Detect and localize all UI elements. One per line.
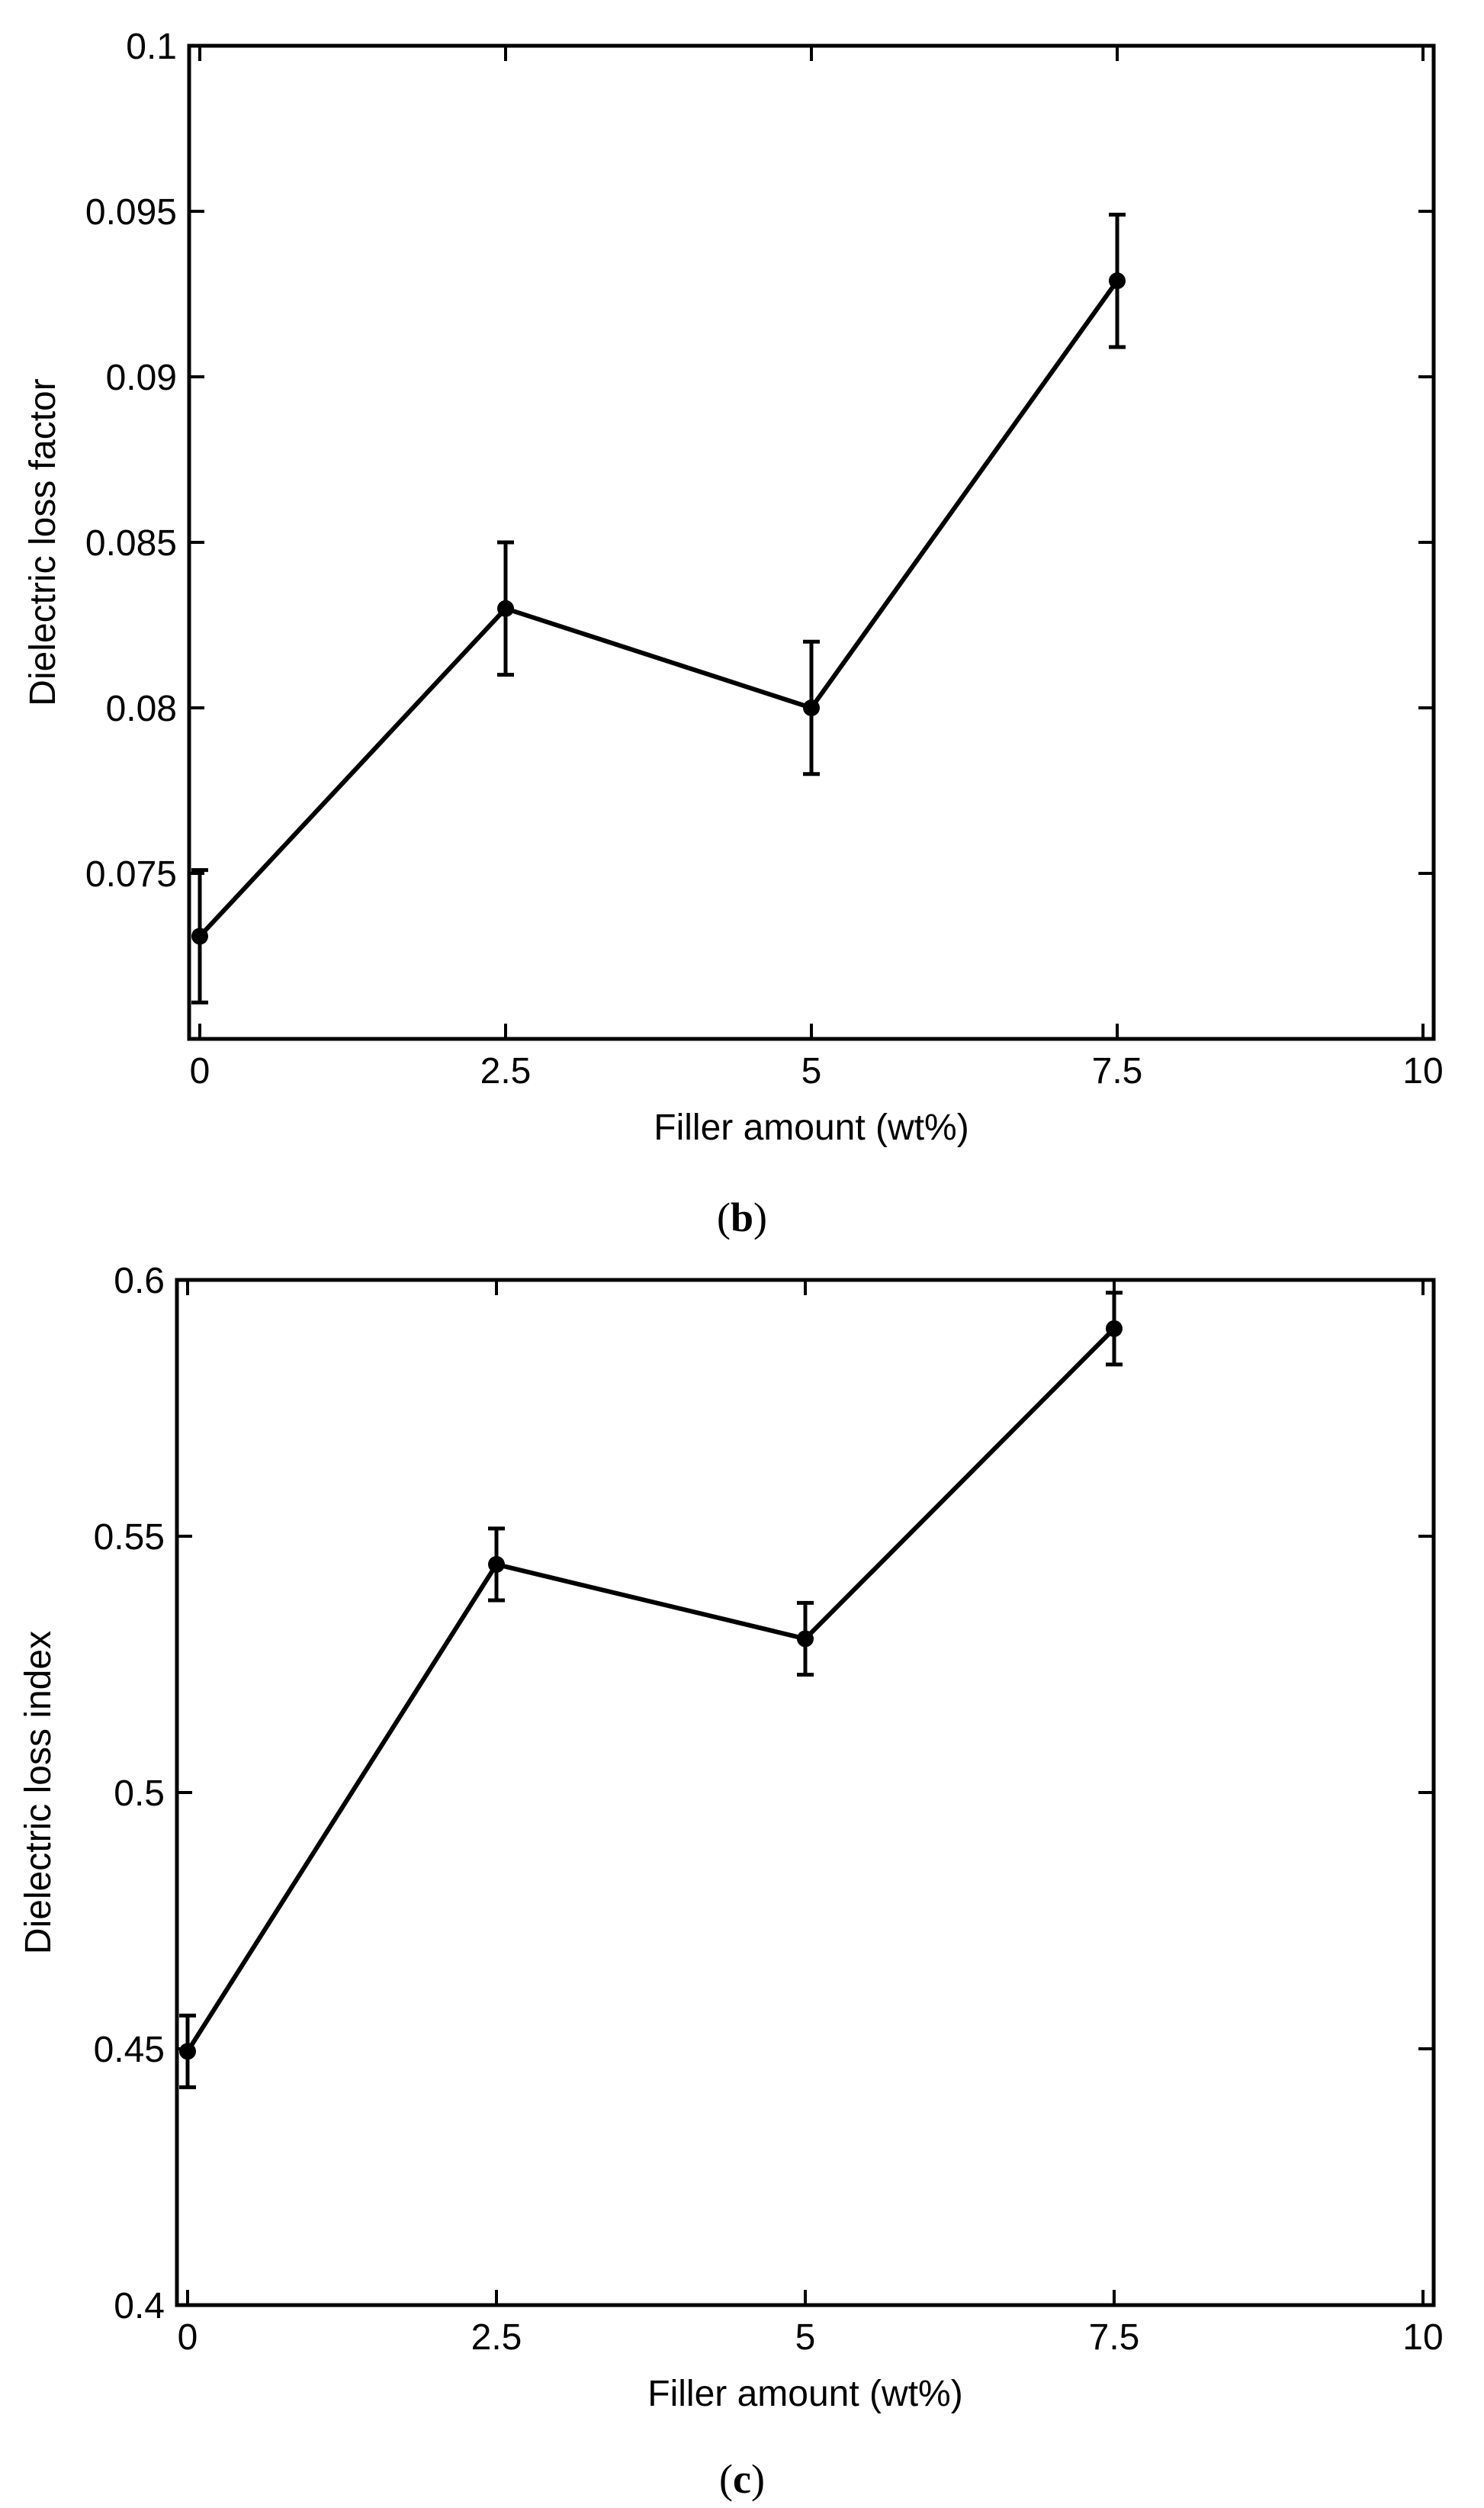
y-tick-label: 0.6 <box>114 1261 165 1301</box>
data-point <box>803 699 820 716</box>
y-tick-label: 0.08 <box>106 689 177 729</box>
data-point <box>1106 1320 1123 1337</box>
y-tick-label: 0.5 <box>114 1773 165 1814</box>
panel-b-y-axis-label: Dielectric loss factor <box>23 378 63 706</box>
x-tick-label: 5 <box>795 2317 816 2358</box>
panel-b-chart: 0.075 0.08 0.085 0.09 0.095 0.1 0 2.5 5 7.5 10 Fi… <box>23 27 1444 1240</box>
data-point <box>497 600 514 617</box>
y-tick-label: 0.09 <box>106 358 177 398</box>
panel-c-y-ticks: 0.4 0.45 0.5 0.55 0.6 <box>94 1261 1434 2326</box>
panel-c-y-axis-label: Dielectric loss index <box>18 1631 59 1954</box>
panel-b-x-ticks: 0 2.5 5 7.5 10 <box>190 46 1444 1092</box>
data-point <box>797 1630 814 1648</box>
x-tick-label: 0 <box>178 2317 198 2358</box>
panel-c-label: (c) <box>719 2456 765 2502</box>
y-tick-label: 0.095 <box>85 192 177 233</box>
x-tick-label: 7.5 <box>1089 2317 1140 2358</box>
data-point <box>1109 272 1126 290</box>
y-tick-label: 0.075 <box>85 854 177 895</box>
y-tick-label: 0.4 <box>114 2286 165 2326</box>
panel-c-chart: 0.4 0.45 0.5 0.55 0.6 0 2.5 5 7.5 10 Filler amou… <box>18 1261 1444 2502</box>
y-tick-label: 0.085 <box>85 523 177 564</box>
panel-b-x-axis-label: Filler amount (wt%) <box>654 1108 968 1148</box>
data-point <box>488 1555 505 1573</box>
panel-c-series <box>179 1291 1123 2089</box>
panel-b-y-ticks: 0.075 0.08 0.085 0.09 0.095 0.1 <box>85 27 1434 895</box>
x-tick-label: 0 <box>190 1051 210 1092</box>
x-tick-label: 10 <box>1402 2317 1443 2358</box>
panel-b-label-letter: b <box>731 1195 753 1240</box>
panel-c-x-axis-label: Filler amount (wt%) <box>647 2374 962 2414</box>
data-point <box>179 2043 196 2060</box>
y-tick-label: 0.55 <box>94 1517 165 1558</box>
x-tick-label: 7.5 <box>1092 1051 1143 1092</box>
series-line <box>185 1326 1116 2053</box>
x-tick-label: 2.5 <box>471 2317 522 2358</box>
panel-b-series <box>191 212 1126 1005</box>
x-tick-label: 10 <box>1402 1051 1443 1092</box>
series-line <box>198 279 1119 938</box>
panel-c-x-ticks: 0 2.5 5 7.5 10 <box>178 1280 1444 2358</box>
panel-c-label-letter: c <box>733 2456 751 2502</box>
x-tick-label: 2.5 <box>480 1051 532 1092</box>
panel-b-label: (b) <box>717 1195 767 1240</box>
y-tick-label: 0.45 <box>94 2030 165 2070</box>
x-tick-label: 5 <box>801 1051 822 1092</box>
y-tick-label: 0.1 <box>126 27 177 67</box>
data-point <box>191 928 208 945</box>
